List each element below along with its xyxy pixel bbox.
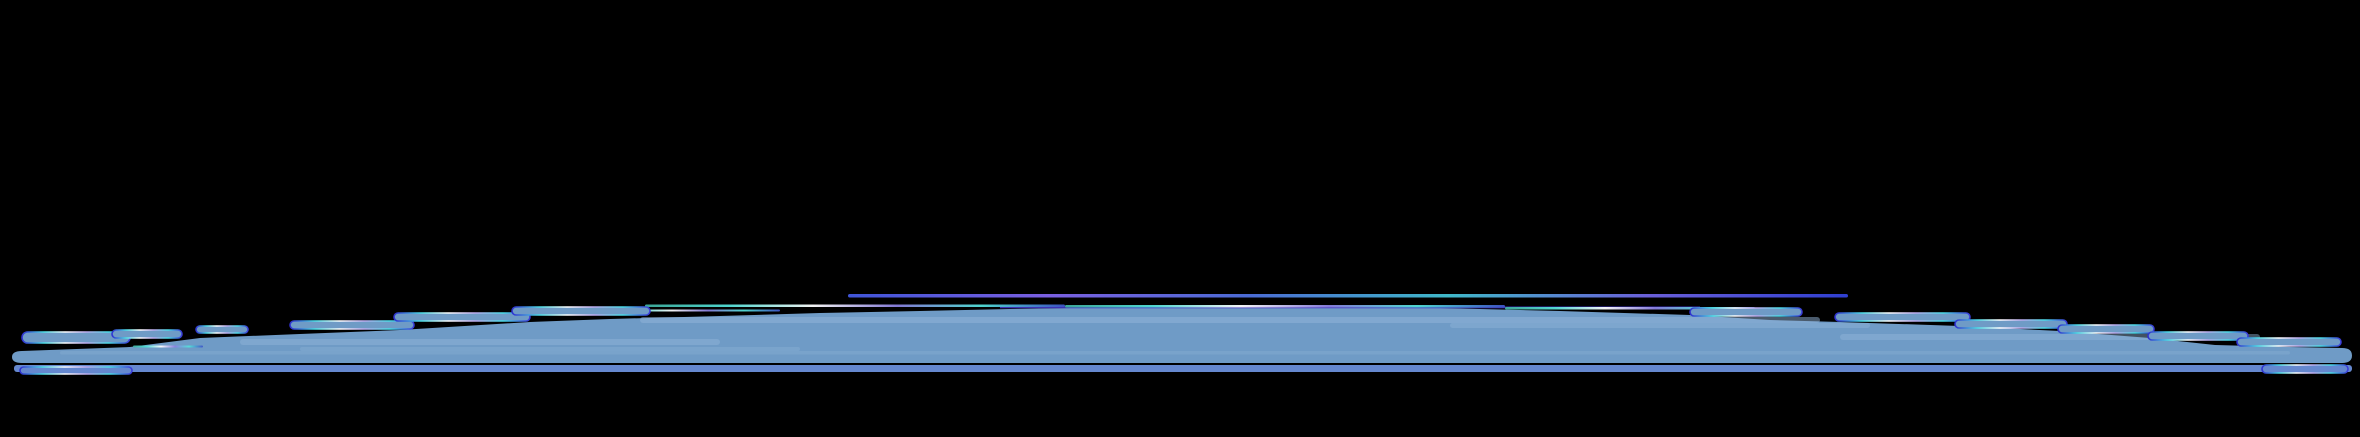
edge-fringe-dash [133,345,203,348]
selection-pill [2147,331,2249,341]
selection-pill [2236,337,2342,347]
band-highlight-streak [240,339,720,345]
selection-pill [195,325,249,334]
selection-pill [1689,307,1803,317]
selection-pill [1954,319,2068,329]
band-highlight-streak [640,317,1820,323]
stripe-end-pill [19,366,133,375]
stripe-end-pill [2261,364,2349,374]
selection-pill [2057,324,2155,334]
band-highlight-streak [300,347,800,351]
accent-line [848,294,1848,298]
band-highlight-streak [1450,323,1870,328]
underline-stripe [14,365,2352,372]
selection-pill [289,320,415,330]
edge-fringe-dash [645,304,1065,307]
edge-fringe-dash [1065,305,1505,308]
selection-pill [511,306,651,316]
selection-pill [1834,312,1971,322]
selection-pill [393,312,531,322]
band-highlight-streak [60,351,2290,355]
selection-pill [111,329,183,339]
